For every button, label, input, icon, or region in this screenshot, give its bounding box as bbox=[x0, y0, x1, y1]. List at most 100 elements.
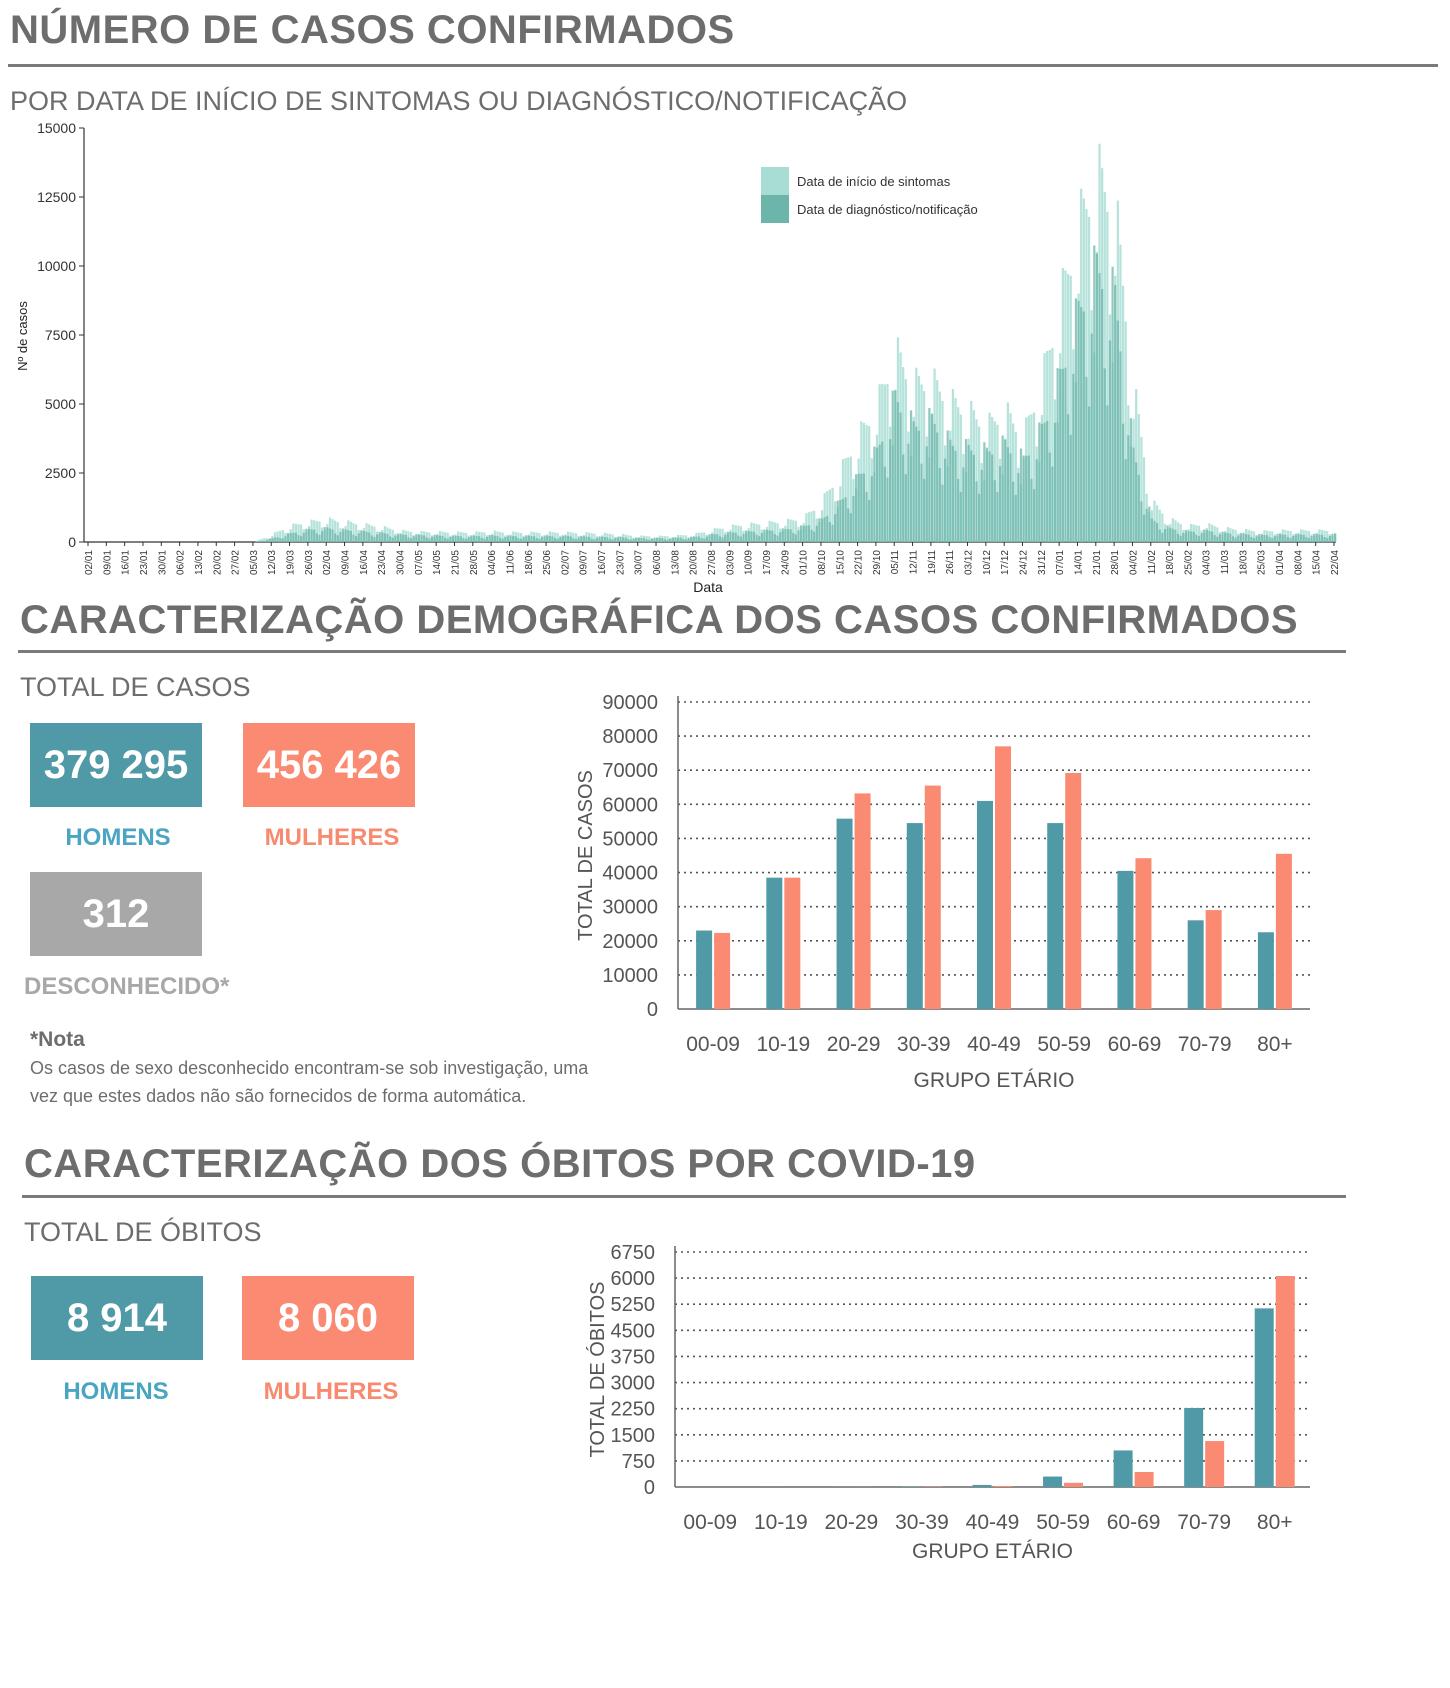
bar-women bbox=[854, 793, 871, 1009]
section1-title: NÚMERO DE CASOS CONFIRMADOS bbox=[10, 8, 735, 52]
timeline-bar bbox=[1231, 536, 1235, 542]
timeline-bar bbox=[1140, 501, 1143, 542]
timeline-bar bbox=[745, 530, 748, 542]
timeline-bar bbox=[543, 535, 546, 542]
timeline-bar bbox=[946, 430, 949, 542]
bar-men bbox=[1184, 1407, 1204, 1487]
timeline-bar bbox=[559, 537, 562, 542]
timeline-bar bbox=[1323, 530, 1326, 542]
timeline-x-tick-label: 19/11 bbox=[927, 550, 938, 575]
timeline-x-tick-label: 30/07 bbox=[634, 550, 645, 575]
timeline-bar bbox=[1231, 529, 1235, 542]
timeline-bar bbox=[1051, 466, 1054, 542]
timeline-bar bbox=[637, 537, 640, 542]
timeline-bar bbox=[1072, 373, 1075, 542]
timeline-bar bbox=[310, 529, 313, 542]
section2-divider bbox=[18, 650, 1346, 653]
timeline-bar bbox=[307, 528, 311, 542]
timeline-bar bbox=[889, 439, 892, 542]
timeline-bar bbox=[412, 536, 415, 542]
timeline-bar bbox=[1048, 350, 1051, 542]
timeline-bar bbox=[920, 463, 923, 542]
timeline-bar bbox=[805, 525, 808, 542]
timeline-bar bbox=[792, 520, 795, 542]
timeline-bar bbox=[967, 444, 970, 542]
timeline-bar bbox=[943, 458, 947, 542]
timeline-bar bbox=[1334, 534, 1337, 542]
timeline-bar bbox=[991, 454, 994, 542]
timeline-bar bbox=[1103, 192, 1106, 543]
timeline-bar bbox=[1077, 300, 1080, 542]
timeline-bar bbox=[1129, 418, 1133, 542]
timeline-x-tick-label: 17/09 bbox=[762, 550, 773, 575]
timeline-bar bbox=[1101, 289, 1104, 542]
timeline-bar bbox=[813, 510, 816, 542]
timeline-bar bbox=[1061, 368, 1064, 542]
cases-unknown-label: DESCONHECIDO* bbox=[24, 973, 230, 1000]
timeline-bar bbox=[629, 539, 633, 542]
timeline-bar bbox=[334, 520, 337, 542]
timeline-bar bbox=[496, 535, 499, 542]
timeline-bar bbox=[739, 526, 743, 542]
timeline-bar bbox=[786, 529, 790, 542]
timeline-x-tick-label: 13/02 bbox=[194, 550, 205, 575]
bar-men bbox=[766, 877, 783, 1009]
timeline-bar bbox=[915, 426, 918, 542]
timeline-bar bbox=[619, 537, 622, 542]
timeline-bar bbox=[538, 532, 541, 542]
timeline-bar bbox=[949, 439, 952, 542]
timeline-bar bbox=[682, 538, 685, 542]
timeline-bar bbox=[996, 492, 999, 542]
timeline-x-tick-label: 09/01 bbox=[102, 550, 113, 575]
timeline-bar bbox=[362, 530, 366, 542]
timeline-bar bbox=[281, 530, 284, 542]
timeline-bar bbox=[635, 537, 638, 542]
y-tick-label: 70000 bbox=[602, 760, 658, 782]
timeline-bar bbox=[1153, 520, 1156, 542]
bar-women bbox=[1064, 1482, 1084, 1487]
timeline-bar bbox=[1090, 333, 1093, 542]
timeline-bar bbox=[430, 536, 434, 542]
timeline-bar bbox=[1069, 434, 1072, 542]
timeline-bar bbox=[462, 538, 465, 542]
timeline-bar bbox=[1009, 453, 1012, 542]
y-axis-label: TOTAL DE ÓBITOS bbox=[586, 1282, 609, 1458]
timeline-bar bbox=[585, 536, 588, 542]
timeline-bar bbox=[1326, 538, 1329, 542]
timeline-bar bbox=[972, 454, 975, 542]
timeline-bar bbox=[752, 531, 756, 542]
timeline-bar bbox=[831, 524, 834, 542]
timeline-bar bbox=[954, 450, 957, 542]
timeline-bar bbox=[533, 536, 536, 542]
x-tick-label: 30-39 bbox=[897, 1033, 951, 1056]
y-tick-label: 750 bbox=[622, 1451, 655, 1473]
timeline-bar bbox=[886, 477, 889, 542]
timeline-bar bbox=[1012, 481, 1015, 542]
timeline-bar bbox=[1286, 530, 1290, 542]
timeline-bar bbox=[852, 496, 855, 542]
timeline-bar bbox=[409, 532, 413, 542]
timeline-x-tick-label: 01/10 bbox=[799, 550, 810, 575]
timeline-bar bbox=[446, 538, 449, 542]
bar-men bbox=[977, 800, 993, 1009]
timeline-x-tick-label: 15/10 bbox=[835, 550, 846, 575]
timeline-x-tick-label: 08/04 bbox=[1293, 550, 1304, 575]
timeline-bar bbox=[820, 518, 824, 542]
timeline-bar bbox=[1318, 534, 1321, 542]
timeline-bar bbox=[847, 508, 850, 542]
timeline-legend-label: Data de início de sintomas bbox=[797, 174, 951, 189]
timeline-x-tick-label: 04/03 bbox=[1202, 550, 1213, 575]
timeline-bar bbox=[391, 537, 394, 542]
timeline-bar bbox=[517, 532, 520, 542]
timeline-x-tick-label: 11/02 bbox=[1147, 550, 1158, 575]
timeline-bar bbox=[1158, 529, 1161, 542]
timeline-bar bbox=[608, 538, 612, 542]
timeline-bar bbox=[509, 535, 512, 542]
timeline-bar bbox=[1326, 531, 1329, 542]
bar-men bbox=[1113, 1450, 1133, 1487]
timeline-bar bbox=[501, 532, 504, 542]
timeline-bar bbox=[357, 533, 360, 542]
timeline-bar bbox=[433, 534, 436, 542]
timeline-bar bbox=[1234, 529, 1237, 542]
timeline-bar bbox=[302, 532, 305, 542]
